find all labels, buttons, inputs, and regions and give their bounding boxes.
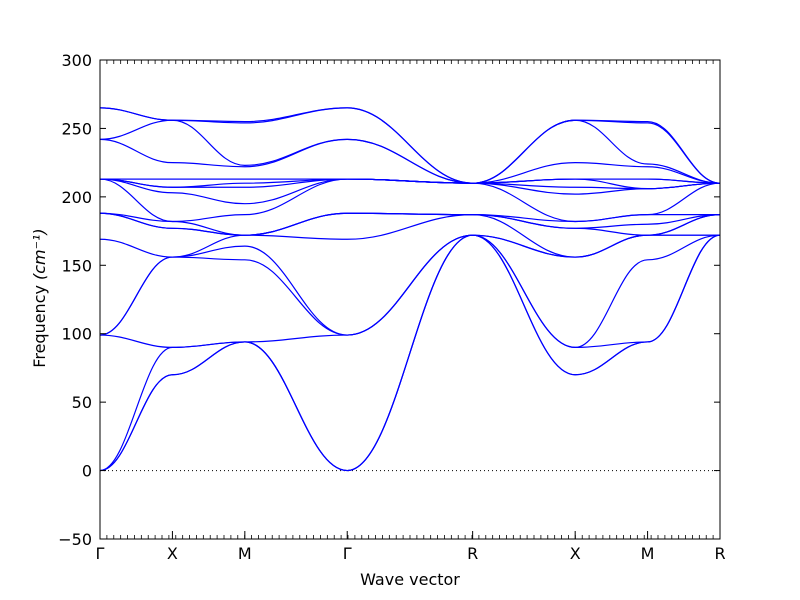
y-tick-label: 300 [61, 51, 92, 70]
y-tick-label: 200 [61, 188, 92, 207]
x-tick-label: X [570, 544, 581, 563]
y-tick-label: 250 [61, 119, 92, 138]
plot-area [99, 107, 721, 472]
y-axis: −50 0 50 100 150 200 250 300 [58, 51, 720, 549]
x-tick-label: Γ [343, 544, 352, 563]
band-line-16 [100, 178, 721, 184]
y-tick-label: 150 [61, 256, 92, 275]
y-axis-title-unit: (cm⁻¹) [30, 228, 49, 280]
y-tick-label: 0 [82, 462, 92, 481]
x-tick-label: R [714, 544, 725, 563]
y-tick-label: 100 [61, 325, 92, 344]
band-line-18 [99, 119, 721, 184]
y-tick-label: −50 [58, 530, 92, 549]
y-tick-label: 50 [72, 393, 92, 412]
x-axis-title: Wave vector [360, 570, 460, 589]
band-line-20 [99, 107, 721, 184]
x-tick-label: M [641, 544, 655, 563]
x-tick-label: Γ [96, 544, 105, 563]
y-axis-title: Frequency (cm⁻¹) [30, 228, 49, 367]
y-axis-title-text: Frequency [30, 285, 49, 368]
band-line-7 [99, 214, 721, 258]
x-tick-label: X [167, 544, 178, 563]
x-tick-label: M [238, 544, 252, 563]
x-tick-label: R [467, 544, 478, 563]
